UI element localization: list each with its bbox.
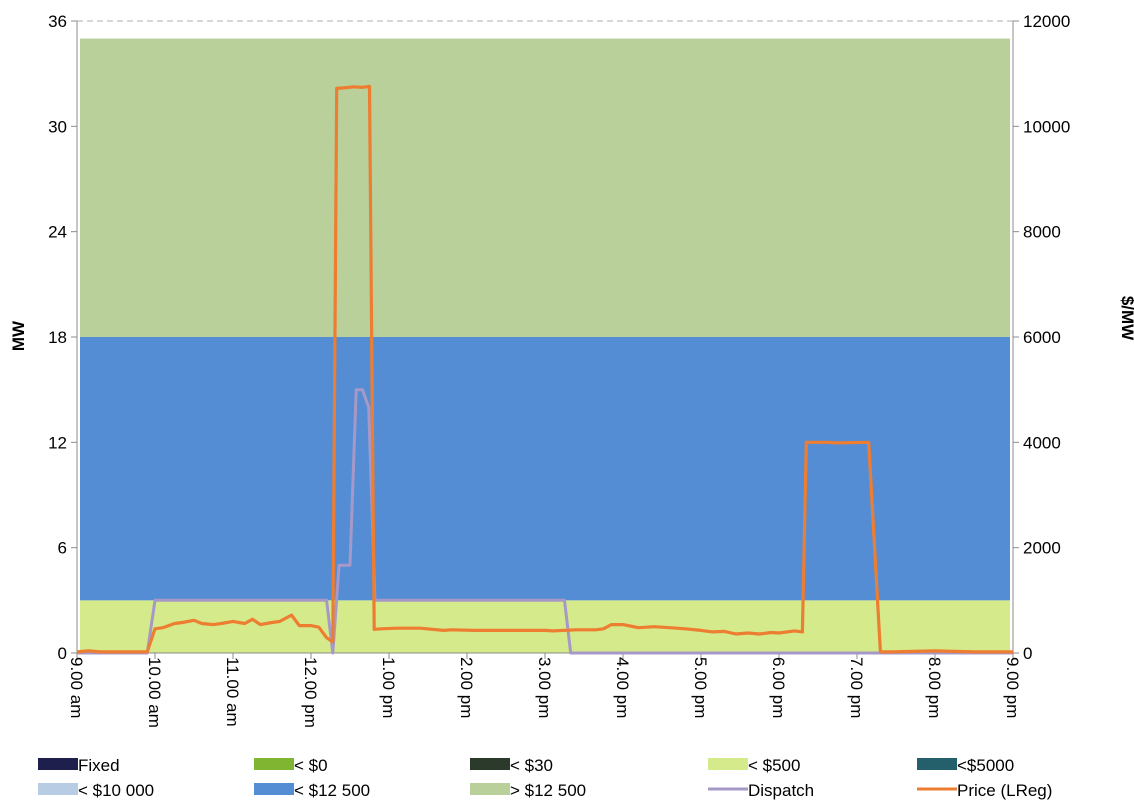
legend-swatch: [470, 758, 510, 770]
series-line-dispatch: [77, 388, 1013, 655]
left-tick-label: 12: [48, 433, 67, 452]
x-tick-label: 2.00 pm: [457, 657, 476, 718]
x-tick-label: 8.00 pm: [925, 657, 944, 718]
legend-label: < $500: [748, 756, 800, 775]
left-tick-label: 0: [58, 644, 67, 663]
legend: Fixed < $0 < $30 < $500 <$5000 < $10 000 < $12…: [38, 756, 1052, 800]
legend-label: Dispatch: [748, 781, 814, 800]
legend-label: Fixed: [78, 756, 120, 775]
x-tick-label: 6.00 pm: [769, 657, 788, 718]
right-tick-label: 10000: [1023, 117, 1070, 136]
legend-label: <$5000: [957, 756, 1014, 775]
x-tick-label: 1.00 pm: [379, 657, 398, 718]
right-axis-title: $/MW: [1118, 296, 1134, 341]
legend-label: < $0: [294, 756, 328, 775]
legend-label: < $12 500: [294, 781, 370, 800]
left-tick-label: 36: [48, 12, 67, 31]
x-tick-label: 11.00 am: [223, 657, 242, 727]
legend-swatch: [917, 758, 957, 770]
left-tick-label: 30: [48, 117, 67, 136]
right-tick-label: 2000: [1023, 539, 1061, 558]
legend-swatch: [38, 758, 78, 770]
area-band-1: [80, 337, 1010, 601]
left-tick-label: 24: [48, 223, 67, 242]
right-tick-label: 6000: [1023, 328, 1061, 347]
left-axis-title: MW: [9, 320, 28, 351]
x-tick-label: 3.00 pm: [535, 657, 554, 718]
area-band-2: [80, 38, 1010, 338]
area-band-0: [80, 600, 1010, 653]
right-tick-label: 0: [1023, 644, 1032, 663]
legend-swatch: [470, 783, 510, 795]
right-tick-label: 4000: [1023, 433, 1061, 452]
left-tick-label: 6: [58, 539, 67, 558]
legend-swatch: [254, 783, 294, 795]
x-tick-label: 4.00 pm: [613, 657, 632, 718]
legend-label: < $10 000: [78, 781, 154, 800]
x-tick-label: 7.00 pm: [847, 657, 866, 718]
legend-label: < $30: [510, 756, 553, 775]
right-tick-label: 8000: [1023, 223, 1061, 242]
x-tick-label: 10.00 am: [145, 657, 164, 728]
legend-swatch: [254, 758, 294, 770]
right-axis-tick-labels: 0 2000 4000 6000 8000 10000 12000: [1023, 12, 1070, 663]
series-lines: [76, 84, 1013, 655]
x-axis-tick-labels: 9.00 am 10.00 am 11.00 am 12.00 pm 1.00 pm 2.…: [67, 657, 1022, 728]
right-tick-label: 12000: [1023, 12, 1070, 31]
series-line-price: [76, 84, 1013, 654]
legend-label: Price (LReg): [957, 781, 1052, 800]
left-tick-label: 18: [48, 328, 67, 347]
x-tick-label: 9.00 pm: [1003, 657, 1022, 718]
stacked-area-bands: [80, 38, 1010, 653]
legend-swatch: [38, 783, 78, 795]
x-tick-label: 5.00 pm: [691, 657, 710, 718]
x-tick-label: 12.00 pm: [301, 657, 320, 728]
x-tick-label: 9.00 am: [67, 657, 86, 718]
left-axis-tick-labels: 0 6 12 18 24 30 36: [48, 12, 67, 663]
legend-swatch: [708, 758, 748, 770]
legend-label: > $12 500: [510, 781, 586, 800]
